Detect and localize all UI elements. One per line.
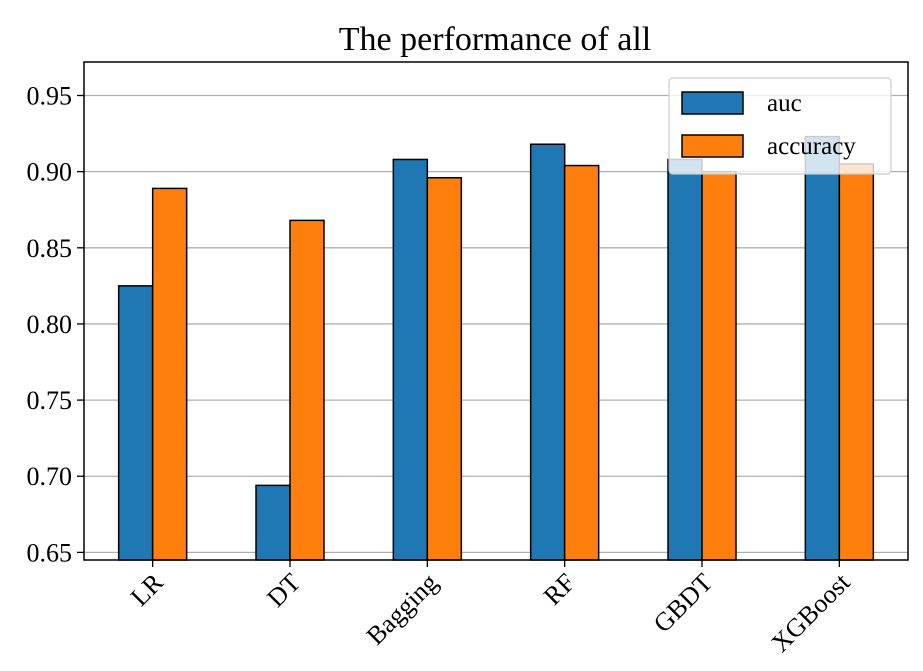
x-tick-label: LR [125, 567, 169, 611]
bar-auc-xgboost [804, 135, 841, 561]
legend-swatch-auc [681, 91, 744, 115]
legend-swatch-accuracy [681, 134, 744, 158]
x-tick-label: RF [538, 568, 581, 611]
bar-auc-rf [529, 143, 566, 561]
bar-accuracy-rf [563, 164, 600, 561]
y-tick-label: 0.90 [27, 158, 73, 187]
y-tick-label: 0.80 [27, 310, 73, 339]
y-tick-label: 0.85 [27, 234, 73, 263]
plot-frame [83, 61, 909, 561]
bar-accuracy-xgboost [838, 163, 875, 561]
y-tick-label: 0.70 [27, 462, 73, 491]
bar-auc-lr [117, 285, 154, 561]
legend-label-auc: auc [767, 90, 802, 117]
legend: auc accuracy [668, 77, 892, 175]
bar-accuracy-bagging [426, 176, 463, 561]
x-tick-label: Bagging [361, 568, 444, 651]
y-tick-label: 0.75 [27, 386, 73, 415]
y-tick-label: 0.95 [27, 82, 73, 111]
grid [84, 94, 908, 554]
bar-auc-gbdt [667, 158, 703, 561]
x-tick-label: XGBoost [766, 567, 857, 658]
bar-accuracy-dt [289, 219, 325, 561]
bar-auc-dt [255, 484, 291, 561]
legend-label-accuracy: accuracy [767, 133, 856, 160]
chart-title: The performance of all [339, 21, 651, 58]
bar-auc-bagging [392, 158, 429, 561]
bar-accuracy-lr [151, 187, 188, 561]
x-tick-label: DT [261, 568, 306, 613]
bar-accuracy-gbdt [701, 170, 737, 561]
y-tick-label: 0.65 [27, 538, 73, 567]
bars [117, 135, 875, 561]
x-tick-label: GBDT [648, 568, 719, 639]
